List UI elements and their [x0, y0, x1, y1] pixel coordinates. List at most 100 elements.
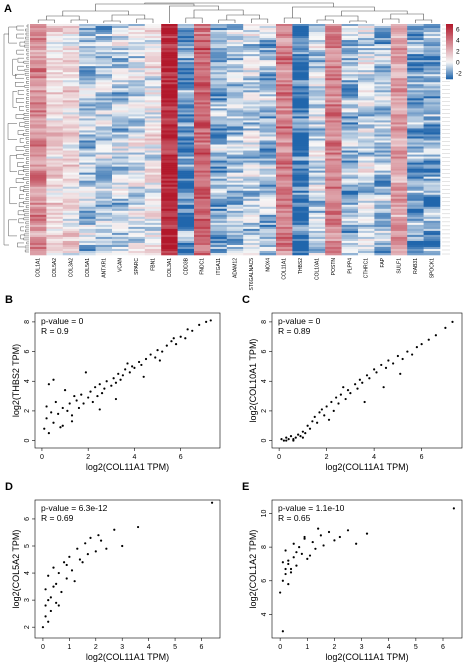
heatmap-cell: [161, 250, 178, 254]
heatmap-cell: [407, 190, 424, 194]
heatmap-cell: [407, 140, 424, 143]
heatmap-cell: [210, 42, 228, 45]
heatmap-cell: [276, 38, 293, 41]
heatmap-cell: [144, 240, 162, 244]
heatmap-cell: [62, 126, 80, 129]
heatmap-cell: [210, 252, 228, 256]
heatmap-cell: [210, 196, 228, 200]
heatmap-cell: [226, 150, 244, 153]
heatmap-cell: [95, 104, 113, 107]
heatmap-cell: [358, 218, 375, 222]
data-point: [52, 421, 55, 424]
heatmap-cell: [308, 158, 326, 161]
heatmap-cell: [325, 146, 342, 149]
heatmap-cell: [374, 118, 392, 121]
heatmap-cell: [161, 152, 178, 155]
heatmap-cell: [177, 24, 195, 27]
heatmap-cell: [46, 48, 64, 51]
heatmap-cell: [95, 110, 113, 113]
heatmap-cell: [46, 130, 64, 133]
heatmap-cell: [292, 100, 310, 103]
heatmap-cell: [407, 40, 424, 43]
heatmap-cell: [79, 48, 96, 51]
heatmap-cell: [46, 240, 64, 244]
heatmap-cell: [243, 72, 260, 75]
heatmap-cell: [374, 72, 392, 75]
heatmap-cell: [308, 168, 326, 171]
heatmap-cell: [46, 76, 64, 79]
heatmap-cell: [341, 70, 359, 73]
heatmap-cell: [177, 160, 195, 163]
heatmap-cell: [325, 102, 342, 105]
heatmap-cell: [161, 132, 178, 135]
dendrogram-branch: [15, 146, 24, 151]
heatmap-cell: [177, 240, 195, 244]
heatmap-cell: [341, 250, 359, 254]
heatmap-cell: [276, 30, 293, 33]
data-point: [289, 571, 293, 574]
heatmap-cell: [308, 166, 326, 169]
heatmap-cell: [308, 200, 326, 204]
heatmap-cell: [226, 220, 244, 224]
heatmap-cell: [95, 122, 113, 125]
heatmap-cell: [374, 212, 392, 216]
heatmap-cell: [177, 46, 195, 49]
color-legend-label: 0: [456, 60, 460, 67]
heatmap-cell: [79, 172, 96, 175]
heatmap-cell: [407, 122, 424, 125]
heatmap-cell: [390, 172, 408, 175]
heatmap-cell: [243, 56, 260, 59]
heatmap-cell: [292, 78, 310, 81]
heatmap-cell: [259, 68, 277, 71]
heatmap-cell: [161, 228, 178, 232]
dendrogram-branch: [15, 73, 24, 79]
heatmap-cell: [177, 86, 195, 89]
heatmap-cell: [259, 220, 277, 224]
heatmap-cell: [276, 50, 293, 53]
heatmap-cell: [325, 38, 342, 41]
heatmap-cell: [194, 36, 211, 39]
data-point: [156, 348, 159, 352]
heatmap-cell: [292, 184, 310, 188]
heatmap-cell: [210, 76, 228, 79]
heatmap-cell: [243, 238, 260, 242]
heatmap-cell: [112, 26, 129, 29]
heatmap-cell: [276, 192, 293, 196]
heatmap-cell: [177, 44, 195, 47]
heatmap-cell: [144, 62, 162, 65]
heatmap-cell: [128, 172, 146, 175]
heatmap-cell: [276, 220, 293, 224]
heatmap-cell: [62, 96, 80, 99]
heatmap-cell: [161, 242, 178, 246]
heatmap-cell: [112, 226, 129, 230]
heatmap-cell: [341, 162, 359, 165]
x-tick-label: 0: [277, 454, 281, 461]
heatmap-cell: [144, 68, 162, 71]
heatmap-cell: [374, 30, 392, 33]
heatmap-cell: [259, 144, 277, 147]
heatmap-cell: [292, 48, 310, 51]
dendrogram-branch: [17, 65, 24, 71]
heatmap-cell: [308, 38, 326, 41]
heatmap-cell: [62, 188, 80, 192]
heatmap-cell: [292, 80, 310, 83]
heatmap-cell: [390, 48, 408, 51]
heatmap-cell: [341, 48, 359, 51]
heatmap-cell: [95, 252, 113, 256]
heatmap-cell: [46, 238, 64, 242]
heatmap-cell: [325, 128, 342, 131]
heatmap-cell: [423, 44, 441, 47]
heatmap-cell: [292, 230, 310, 234]
heatmap-cell: [161, 236, 178, 240]
heatmap-cell: [194, 124, 211, 127]
heatmap-cell: [390, 146, 408, 149]
heatmap-cell: [112, 238, 129, 242]
heatmap-cell: [259, 72, 277, 75]
heatmap-cell: [194, 154, 211, 157]
heatmap-cell: [210, 226, 228, 230]
heatmap-cell: [390, 192, 408, 196]
heatmap-cell: [243, 232, 260, 236]
dendrogram-branch: [349, 20, 367, 23]
heatmap-cell: [112, 184, 129, 188]
heatmap-cell: [390, 174, 408, 177]
